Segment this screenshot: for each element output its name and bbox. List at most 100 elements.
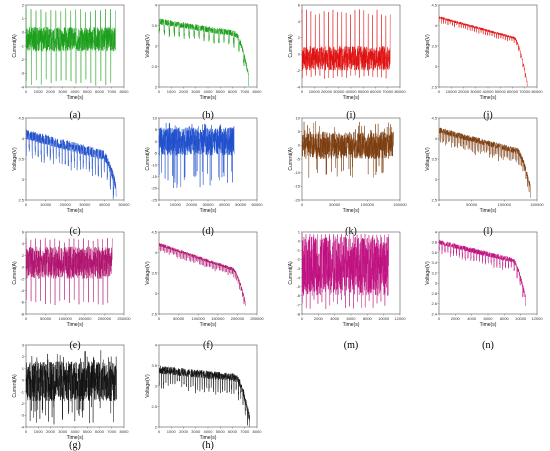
x-tick-label: 100000	[498, 202, 512, 207]
x-tick-label: 0	[25, 316, 28, 321]
y-axis-label: Voltage(V)	[425, 261, 431, 285]
y-tick-label: 2.5	[18, 197, 24, 202]
y-tick-label: -5	[296, 156, 300, 161]
y-tick-label: 2.8	[431, 291, 437, 296]
y-tick-label: 4.5	[18, 115, 24, 120]
panel-caption: (l)	[483, 226, 493, 237]
y-tick-label: 3.5	[18, 156, 24, 161]
x-tick-label: 80000	[531, 89, 543, 94]
series-line	[25, 350, 117, 425]
x-tick-label: 50000	[40, 316, 52, 321]
y-tick-label: 2	[22, 253, 25, 258]
x-axis-label: Time(s)	[343, 208, 360, 214]
y-tick-label: -20	[294, 197, 301, 202]
y-tick-label: 4	[22, 136, 25, 141]
y-tick-label: 2.5	[151, 311, 157, 316]
x-tick-label: 4000	[71, 429, 81, 434]
y-tick-label: 2.6	[431, 301, 437, 306]
x-axis-label: Time(s)	[200, 208, 217, 214]
x-tick-label: 60000	[370, 89, 382, 94]
y-tick-label: 10	[296, 115, 301, 120]
y-tick-label: 3.5	[151, 23, 157, 28]
x-tick-label: 5000	[83, 429, 93, 434]
x-tick-label: 0	[158, 202, 161, 207]
y-tick-label: 3	[435, 64, 438, 69]
panel-caption: (h)	[202, 440, 214, 451]
y-tick-label: 4	[435, 229, 438, 234]
y-tick-label: 2	[22, 354, 25, 359]
y-axis-label: Voltage(V)	[12, 147, 18, 171]
y-tick-label: -10	[294, 170, 301, 175]
x-tick-label: 30000	[202, 202, 214, 207]
y-tick-label: 0	[22, 30, 25, 35]
x-tick-label: 1000	[167, 89, 177, 94]
y-axis-label: Voltage(V)	[425, 34, 431, 58]
x-tick-label: 40000	[99, 202, 111, 207]
x-tick-label: 1000	[167, 429, 177, 434]
y-tick-label: 3	[155, 43, 158, 48]
y-tick-label: -2	[296, 257, 300, 262]
x-tick-label: 7000	[240, 429, 250, 434]
y-tick-label: 2.5	[431, 197, 437, 202]
x-tick-label: 4000	[330, 316, 340, 321]
x-tick-label: 8000	[363, 316, 373, 321]
x-tick-label: 3000	[191, 429, 201, 434]
x-tick-label: 7000	[107, 89, 117, 94]
y-tick-label: 3	[435, 281, 438, 286]
panel-caption: (g)	[69, 440, 81, 451]
x-tick-label: 8000	[253, 89, 263, 94]
plot-frame	[438, 231, 538, 315]
x-tick-label: 4000	[71, 89, 81, 94]
y-tick-label: -4	[296, 275, 300, 280]
y-tick-label: 3.4	[431, 260, 437, 265]
x-tick-label: 100000	[361, 202, 375, 207]
x-axis-label: Time(s)	[200, 435, 217, 441]
y-tick-label: 4	[435, 136, 438, 141]
y-tick-label: 4	[298, 19, 301, 24]
y-tick-label: -4	[20, 424, 24, 429]
x-tick-label: 10000	[515, 316, 527, 321]
panel-caption: (k)	[345, 226, 357, 237]
y-tick-label: -3	[296, 266, 300, 271]
x-tick-label: 0	[25, 202, 28, 207]
x-tick-label: 200000	[231, 316, 245, 321]
y-tick-label: 0	[298, 52, 301, 57]
y-tick-label: -2	[296, 68, 300, 73]
x-tick-label: 20000	[458, 89, 470, 94]
x-tick-label: 4000	[467, 316, 477, 321]
panel-caption: (a)	[69, 110, 81, 121]
y-tick-label: -3	[20, 71, 24, 76]
x-tick-label: 250000	[117, 316, 131, 321]
x-tick-label: 60000	[507, 89, 519, 94]
y-tick-label: -15	[151, 174, 158, 179]
y-tick-label: -2	[20, 401, 24, 406]
y-tick-label: 5	[155, 127, 158, 132]
y-tick-label: 0	[298, 143, 301, 148]
x-tick-label: 60000	[251, 202, 263, 207]
y-tick-label: 4	[155, 342, 158, 347]
y-tick-label: 4	[435, 23, 438, 28]
x-tick-label: 0	[25, 89, 28, 94]
y-tick-label: 3.6	[431, 250, 437, 255]
y-tick-label: 6	[298, 2, 301, 7]
y-tick-label: 4	[155, 250, 158, 255]
y-tick-label: 3.8	[431, 240, 437, 245]
x-tick-label: 1000	[34, 89, 44, 94]
panel-caption: (n)	[482, 340, 494, 351]
x-tick-label: 30000	[470, 89, 482, 94]
series-line	[158, 18, 249, 87]
y-tick-label: 2	[155, 424, 158, 429]
y-tick-label: -2	[20, 57, 24, 62]
x-axis-label: Time(s)	[343, 95, 360, 101]
panel-caption: (b)	[202, 110, 214, 121]
series-line	[438, 239, 526, 307]
y-tick-label: -5	[296, 284, 300, 289]
